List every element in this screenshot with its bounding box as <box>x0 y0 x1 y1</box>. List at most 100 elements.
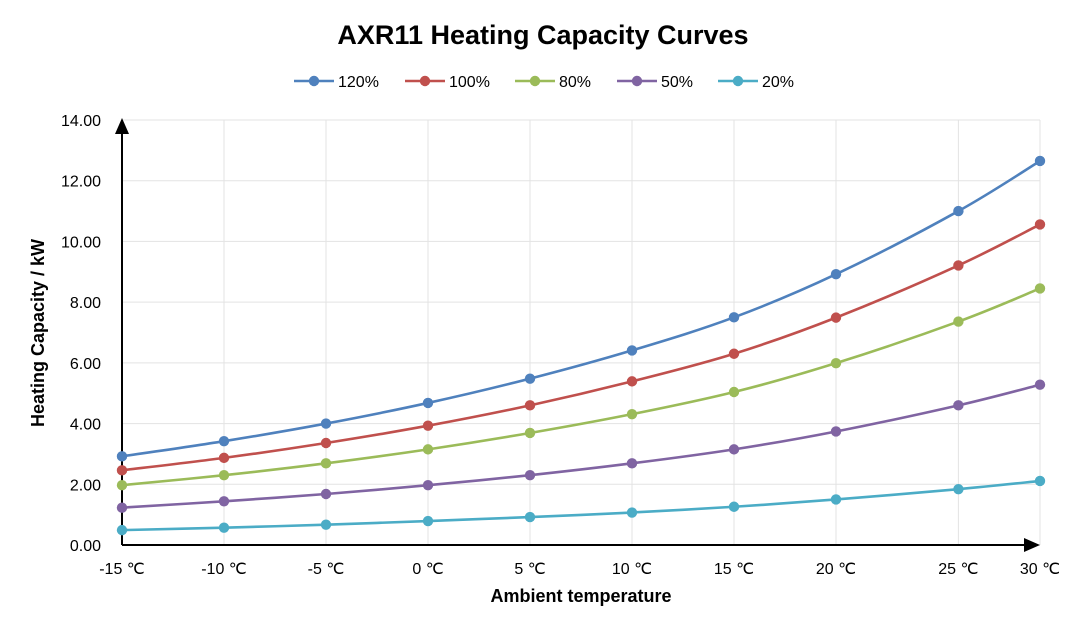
data-point <box>116 479 128 491</box>
data-point <box>1034 475 1046 487</box>
data-point <box>116 465 128 476</box>
data-point <box>422 479 434 491</box>
data-point <box>422 397 434 409</box>
y-axis-arrow <box>115 118 129 134</box>
series-120pct <box>116 155 1046 462</box>
data-point <box>524 373 536 384</box>
y-tick-label: 12.00 <box>61 174 101 191</box>
series-50pct <box>116 379 1046 513</box>
data-point <box>1034 155 1046 167</box>
data-point <box>1034 219 1046 230</box>
legend-item: 120% <box>294 74 379 91</box>
x-axis-ticks: -15 ℃ -10 ℃ -5 ℃ 0 ℃ 5 ℃ 10 ℃ 15 ℃ 20 ℃ 25 ℃ 30 ℃ <box>99 561 1060 578</box>
y-tick-label: 4.00 <box>70 417 101 434</box>
data-point <box>626 507 638 518</box>
data-point <box>728 386 740 398</box>
data-point <box>320 519 332 530</box>
x-tick-label: -15 ℃ <box>99 561 145 578</box>
data-point <box>626 376 638 387</box>
x-tick-label: 0 ℃ <box>412 561 443 578</box>
legend-label: 80% <box>559 74 591 91</box>
legend-label: 100% <box>449 74 490 91</box>
legend-marker <box>419 75 431 87</box>
data-point <box>830 312 842 323</box>
series-20pct <box>116 475 1046 536</box>
data-point <box>626 408 638 420</box>
x-axis-arrow <box>1024 538 1040 552</box>
legend-label: 20% <box>762 74 794 91</box>
data-point <box>116 524 128 536</box>
legend-marker <box>529 75 541 87</box>
x-axis-title: Ambient temperature <box>490 586 671 606</box>
data-point <box>218 522 230 533</box>
x-tick-label: -10 ℃ <box>201 561 247 578</box>
series-group <box>116 155 1046 536</box>
data-point <box>728 501 740 512</box>
series-line <box>121 223 1041 472</box>
legend: 120% 100% 80% 50% 20% <box>294 74 794 91</box>
x-tick-label: 5 ℃ <box>514 561 545 578</box>
data-point <box>320 458 332 469</box>
data-point <box>320 488 332 500</box>
data-point <box>218 469 230 481</box>
x-tick-label: 15 ℃ <box>714 561 754 578</box>
legend-label: 50% <box>661 74 693 91</box>
data-point <box>953 400 964 411</box>
data-point <box>320 437 332 449</box>
data-point <box>626 458 638 469</box>
series-line <box>121 159 1041 458</box>
series-100pct <box>116 219 1046 476</box>
data-point <box>218 496 230 507</box>
data-point <box>218 435 230 447</box>
data-point <box>953 483 964 495</box>
legend-marker <box>308 75 320 87</box>
legend-label: 120% <box>338 74 379 91</box>
series-line <box>121 287 1041 487</box>
data-point <box>728 312 740 323</box>
data-point <box>422 420 434 431</box>
y-tick-label: 14.00 <box>61 113 101 130</box>
legend-marker <box>631 75 643 87</box>
data-point <box>218 452 230 464</box>
data-point <box>422 515 434 527</box>
x-tick-label: 25 ℃ <box>938 561 978 578</box>
data-point <box>830 357 842 369</box>
data-point <box>1034 379 1046 390</box>
data-point <box>728 444 740 455</box>
y-axis-title: Heating Capacity / kW <box>28 239 48 427</box>
axes <box>115 118 1040 552</box>
data-point <box>524 400 536 411</box>
y-axis-ticks: 0.00 2.00 4.00 6.00 8.00 10.00 12.00 14.00 <box>61 113 101 555</box>
gridlines <box>121 119 1041 546</box>
data-point <box>116 502 128 513</box>
x-tick-label: -5 ℃ <box>308 561 345 578</box>
y-tick-label: 6.00 <box>70 356 101 373</box>
x-tick-label: 30 ℃ <box>1020 561 1060 578</box>
data-point <box>830 426 842 437</box>
x-tick-label: 20 ℃ <box>816 561 856 578</box>
legend-item: 100% <box>405 74 490 91</box>
data-point <box>728 348 740 359</box>
y-tick-label: 0.00 <box>70 538 101 555</box>
chart-title: AXR11 Heating Capacity Curves <box>337 20 748 50</box>
series-80pct <box>116 283 1046 491</box>
series-line <box>121 479 1041 532</box>
legend-item: 50% <box>617 74 693 91</box>
legend-item: 80% <box>515 74 591 91</box>
data-point <box>953 316 964 327</box>
y-tick-label: 2.00 <box>70 477 101 494</box>
data-point <box>830 269 842 280</box>
data-point <box>953 205 964 217</box>
data-point <box>953 260 964 271</box>
data-point <box>422 444 434 455</box>
data-point <box>524 427 536 439</box>
data-point <box>320 418 332 429</box>
y-tick-label: 10.00 <box>61 234 101 251</box>
data-point <box>524 469 536 481</box>
data-point <box>524 511 536 523</box>
legend-item: 20% <box>718 74 794 91</box>
data-point <box>830 494 842 505</box>
data-point <box>1034 283 1046 294</box>
data-point <box>626 345 638 356</box>
